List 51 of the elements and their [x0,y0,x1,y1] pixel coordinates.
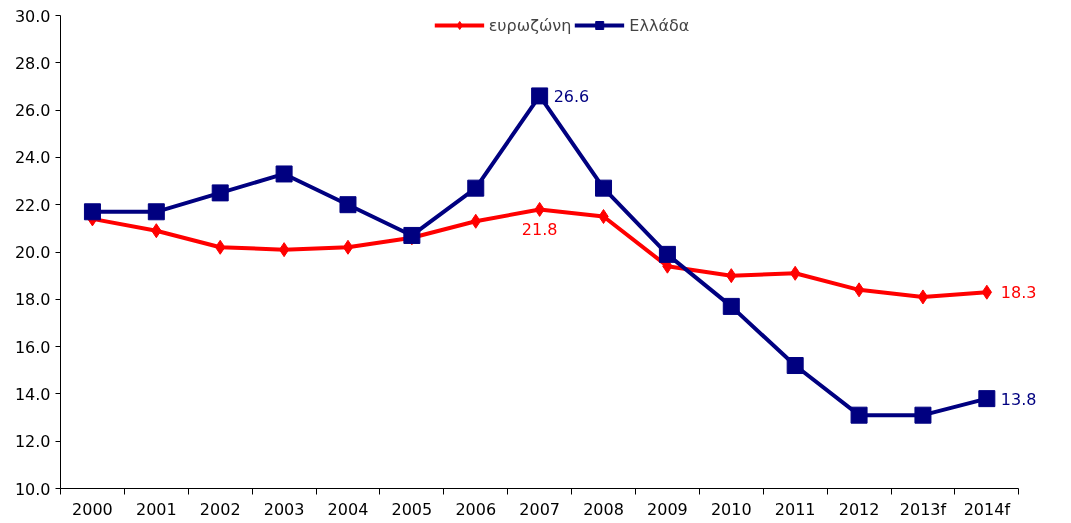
point [786,357,804,375]
data-label: 21.8 [521,220,558,240]
point [83,203,101,221]
point [850,406,868,424]
y-tick-label: 30.0 [14,6,51,26]
x-tick-label: 2008 [583,499,624,519]
point [467,179,485,197]
point [595,179,613,197]
x-tick-label: 2003 [263,499,305,519]
x-tick-label: 2006 [455,499,497,519]
x-tick-label: 2001 [135,499,177,519]
data-label: 13.8 [1000,389,1037,409]
point [342,239,354,255]
point [403,226,421,244]
point [531,87,549,105]
y-tick-label: 16.0 [14,337,51,357]
y-tick-label: 26.0 [14,101,51,121]
y-tick-label: 14.0 [14,384,51,404]
data-label: 18.3 [1000,283,1037,303]
y-tick-label: 12.0 [14,432,51,452]
y-tick-label: 28.0 [14,53,51,73]
point [914,406,932,424]
legend-label: ευρωζώνη [488,15,572,35]
point [917,289,929,305]
x-tick-label: 2002 [199,499,241,519]
point [278,242,290,258]
x-tick-label: 2009 [647,499,688,519]
point [147,203,165,221]
point [658,245,676,263]
y-tick-label: 22.0 [14,195,51,215]
x-tick-label: 2010 [710,499,752,519]
y-tick-label: 24.0 [14,148,51,168]
point [275,165,293,183]
x-tick-label: 2011 [774,499,816,519]
x-tick-label: 2007 [519,499,560,519]
legend-label: Ελλάδα [629,15,690,35]
x-tick-label: 2000 [72,499,113,519]
y-tick-label: 20.0 [14,243,51,262]
x-tick-label: 2012 [838,499,880,519]
x-tick-label: 2004 [327,499,369,519]
point [978,390,996,408]
y-tick-label: 10.0 [14,479,51,499]
y-tick-label: 18.0 [14,290,51,310]
point [339,196,357,214]
point [722,297,740,315]
x-tick-label: 2013f [899,499,947,519]
point [211,184,229,202]
x-tick-label: 2005 [391,499,433,519]
x-tick-label: 2014f [963,499,1011,519]
point [853,282,865,298]
data-label: 26.6 [553,86,590,106]
